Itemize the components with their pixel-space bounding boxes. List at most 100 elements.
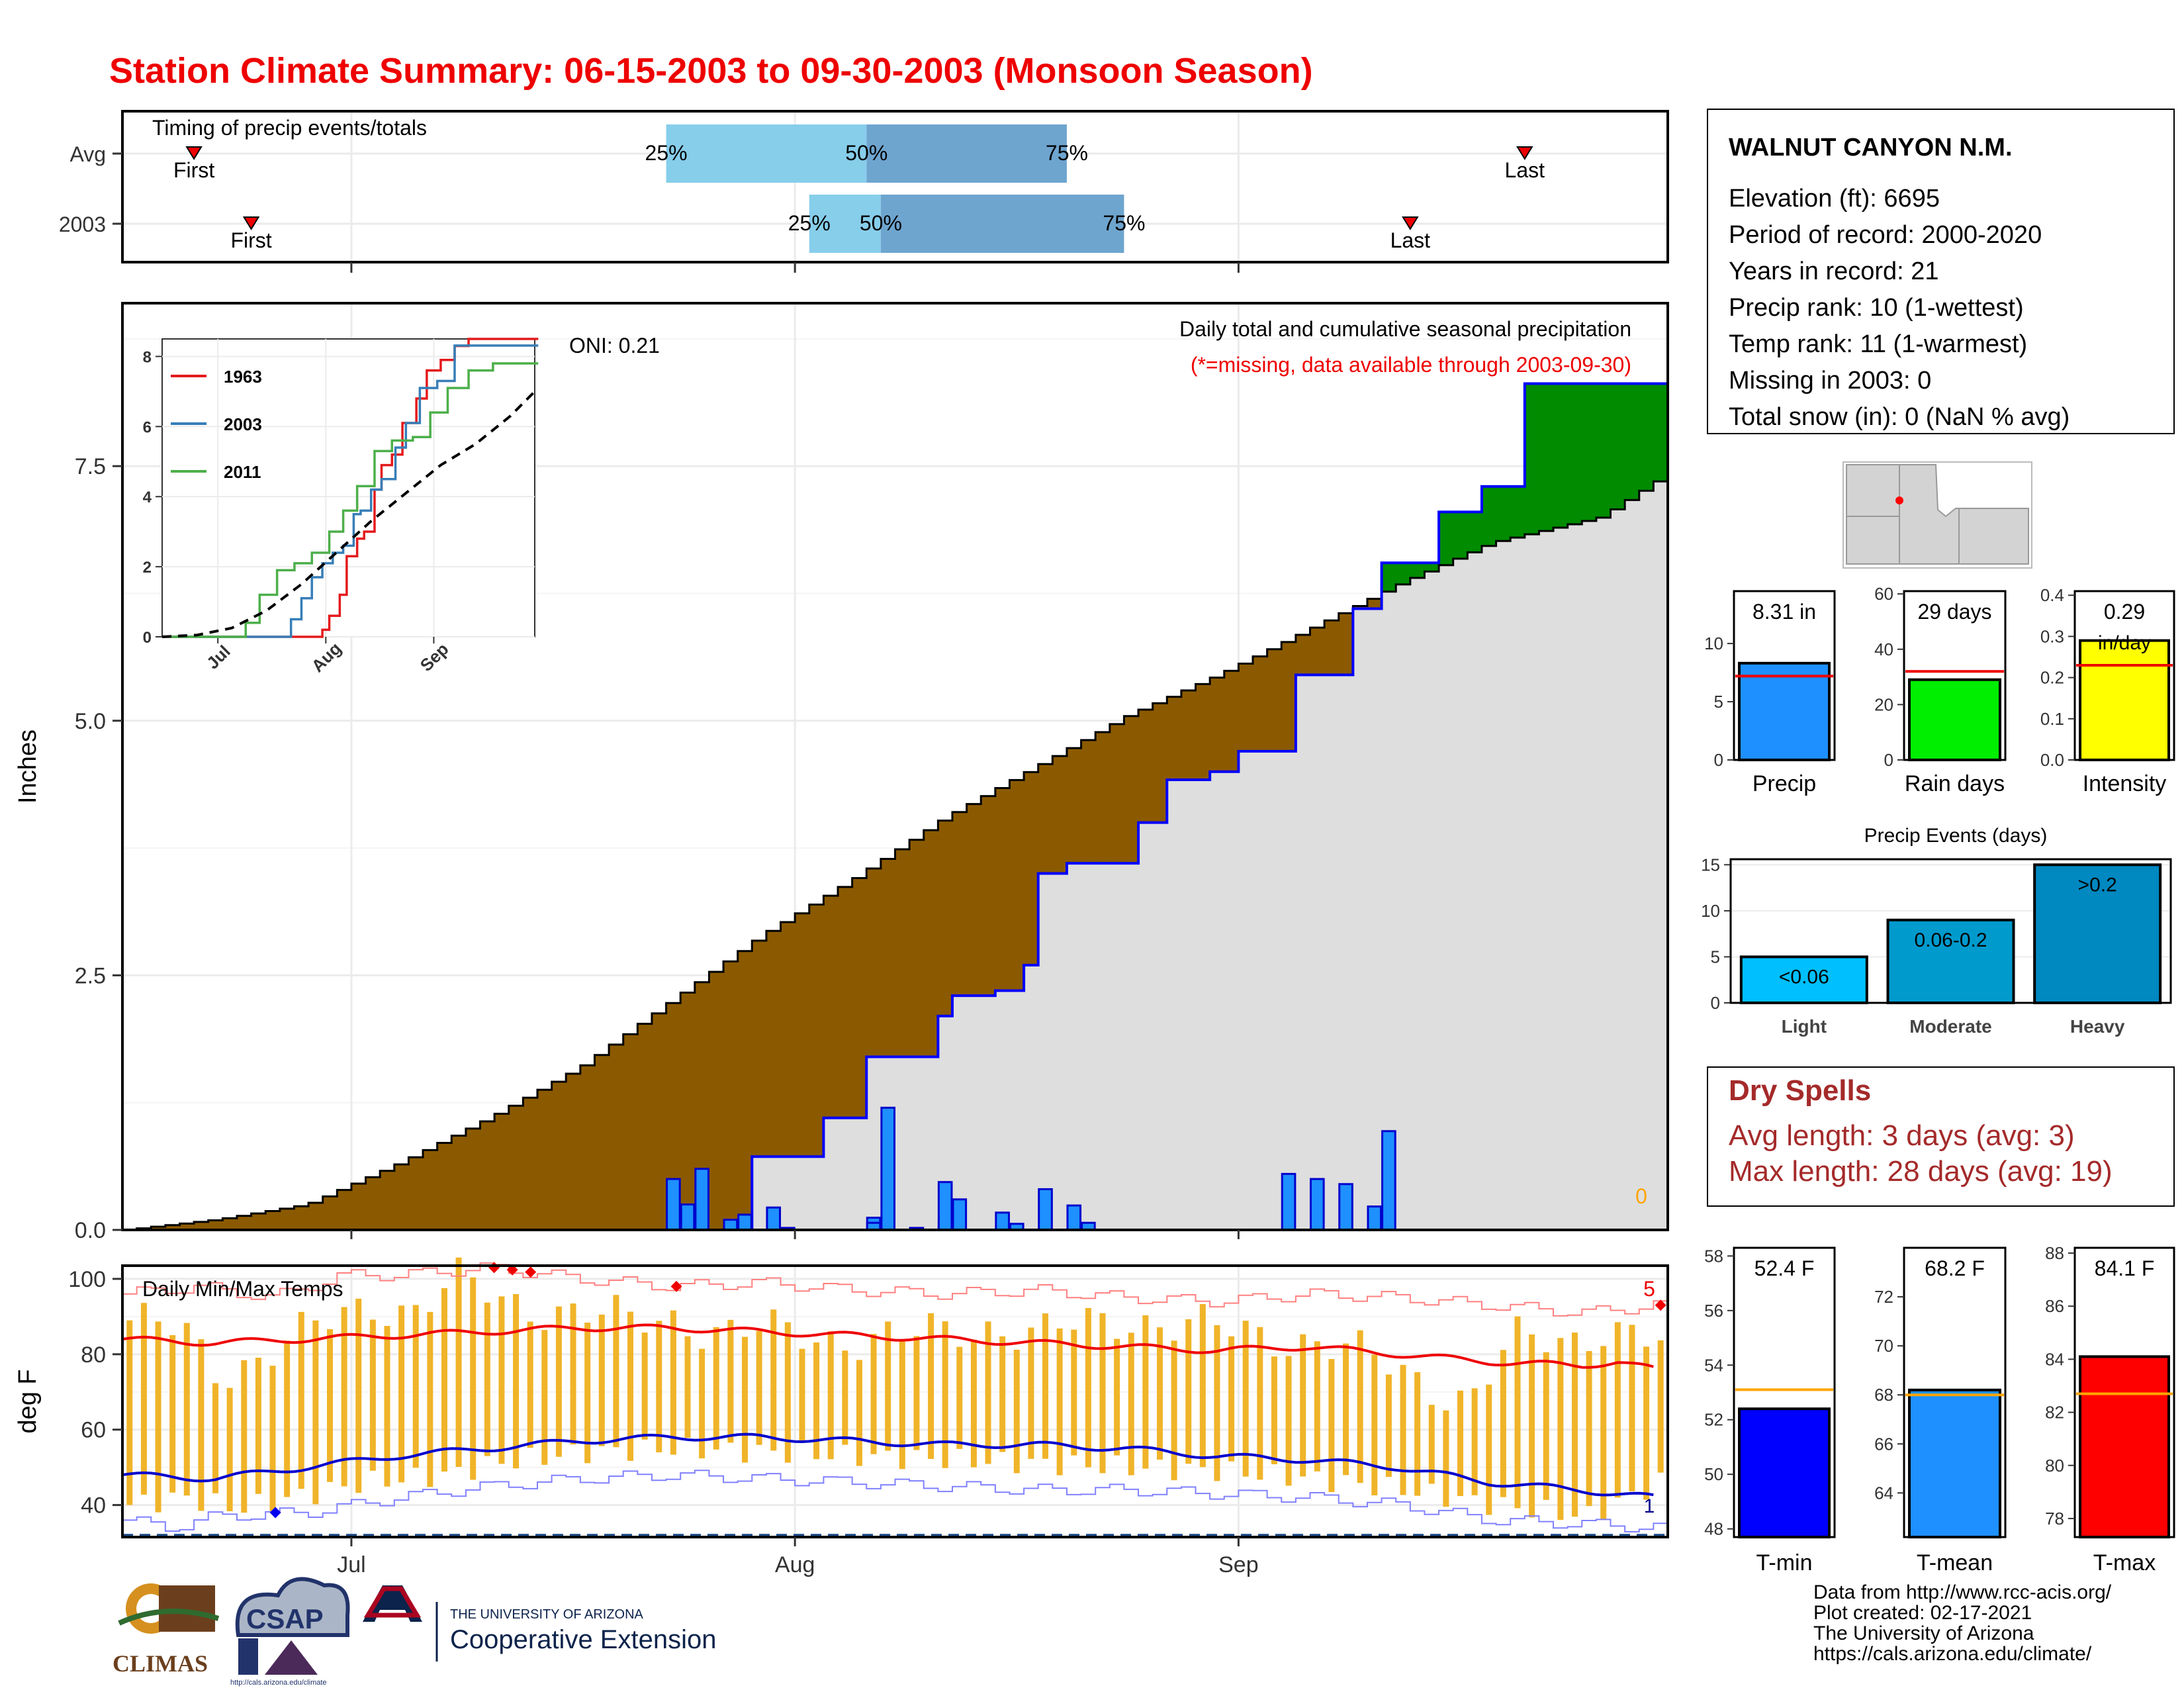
deficit-segment (594, 1055, 610, 1230)
surplus-segment (1539, 383, 1554, 532)
deficit-segment (294, 1206, 309, 1230)
daily-precip-bar (666, 1178, 681, 1231)
deficit-segment (1210, 677, 1225, 772)
deficit-segment (966, 804, 981, 996)
deficit-segment (1081, 740, 1096, 864)
legend-entry: 2011 (224, 462, 261, 482)
deficit-segment (795, 913, 810, 1157)
station-info-line: Total snow (in): 0 (NaN % avg) (1729, 403, 2070, 431)
deficit-segment (680, 992, 696, 1230)
deficit-segment (1152, 703, 1167, 823)
station-info-line: Elevation (ft): 6695 (1729, 185, 1940, 212)
summary-bar-tick-label: 48 (1704, 1519, 1723, 1539)
deficit-segment (1181, 690, 1197, 780)
events-category-label: Heavy (2070, 1016, 2125, 1037)
y-tick-label: 100 (68, 1267, 106, 1292)
summary-bar-tick-label: 68 (1874, 1385, 1893, 1405)
event-marker-label: Last (1505, 158, 1545, 182)
surplus-segment (1453, 512, 1468, 559)
summary-bar-tick-label: 10 (1704, 633, 1723, 653)
event-marker (185, 146, 203, 160)
deficit-segment (995, 788, 1011, 991)
deficit-segment (494, 1113, 510, 1230)
station-name: WALNUT CANYON N.M. (1729, 134, 2013, 162)
station-info-line: Missing in 2003: 0 (1729, 367, 1931, 395)
summary-bar-tick-label: 0 (1714, 750, 1723, 770)
deficit-segment (551, 1082, 567, 1230)
summary-bar-value: in/day (2098, 632, 2151, 654)
y-tick-label: 7.5 (75, 454, 106, 479)
deficit-segment (465, 1128, 481, 1230)
deficit-segment (1238, 663, 1253, 751)
summary-bar-value: 8.31 in (1752, 600, 1816, 624)
inset-y-tick-label: 8 (143, 348, 152, 366)
event-marker (242, 216, 260, 230)
surplus-segment (1610, 383, 1625, 510)
precip-panel: 0.0 2.5 5.0 7.5 Inches ONI: 0.21 Daily tota… (14, 302, 1669, 1243)
credit-line: https://cals.arizona.edu/climate/ (1813, 1643, 2092, 1665)
summary-bar-tick-label: 20 (1874, 694, 1893, 714)
summary-bar-value: 0.29 (2104, 600, 2145, 624)
summary-bar-label: Intensity (2083, 771, 2167, 796)
inset-avg-line (161, 391, 536, 638)
summary-bar-tick-label: 60 (1874, 584, 1893, 604)
quantile-label: 50% (845, 141, 887, 165)
deficit-segment (651, 1013, 667, 1230)
surplus-segment (1653, 383, 1668, 482)
climas-text: CLIMAS (113, 1650, 208, 1677)
deficit-segment (766, 931, 782, 1157)
deficit-segment (165, 1225, 181, 1230)
surplus-segment (1524, 383, 1540, 535)
temp-panel: 40 60 80 100 deg F Daily Min/Max Temps 5 1 (14, 1257, 1669, 1546)
station-info-line: Precip rank: 10 (1-wettest) (1729, 294, 2024, 322)
y-tick-label: 0.0 (75, 1218, 106, 1243)
quantile-label: 75% (1103, 211, 1145, 235)
missing-count: 0 (1635, 1184, 1647, 1208)
legend-entry: 2003 (224, 414, 262, 434)
events-title: Precip Events (days) (1864, 825, 2048, 847)
daily-precip-bar (680, 1203, 696, 1231)
precip-note: (*=missing, data available through 2003-… (1191, 353, 1631, 377)
deficit-segment (1167, 696, 1182, 780)
summary-bar-tick-label: 0.3 (2040, 626, 2064, 646)
summary-bar-chart: 0 20 40 60 29 days Rain days (1874, 584, 2007, 796)
deficit-segment (1253, 656, 1268, 751)
daily-precip-bar (1381, 1130, 1396, 1231)
deficit-segment (1295, 634, 1311, 675)
daily-precip-bar (1038, 1188, 1053, 1231)
oni-label: ONI: 0.21 (569, 334, 660, 357)
ua-logo: THE UNIVERSITY OF ARIZONA Cooperative Ex… (363, 1585, 716, 1662)
credit-line: Data from http://www.rcc-acis.org/ (1813, 1581, 2112, 1603)
daily-precip-bar (737, 1213, 752, 1231)
events-bar (1739, 955, 1868, 1005)
deficit-segment (1310, 628, 1325, 675)
precip-ylabel: Inches (14, 729, 42, 804)
quantile-label: 25% (788, 211, 831, 235)
deficit-segment (838, 886, 853, 1118)
y-tick-label: 2.5 (75, 963, 106, 988)
summary-bar-chart: 78 80 82 84 86 88 84.1 F T-max (2045, 1243, 2175, 1575)
deficit-segment (1267, 649, 1282, 751)
deficit-segment (609, 1045, 624, 1230)
precip-subtitle: Daily total and cumulative seasonal prec… (1179, 317, 1631, 341)
timing-bar-q50-q75 (880, 195, 1124, 253)
summary-bar-tick-label: 64 (1874, 1483, 1893, 1503)
legend-entry: 1963 (224, 367, 262, 387)
summary-bar-tick-label: 5 (1714, 692, 1723, 712)
summary-bar-tick-label: 0.2 (2040, 668, 2064, 688)
time-tick-label: Sep (1218, 1552, 1259, 1577)
deficit-segment (809, 904, 824, 1157)
surplus-segment (1510, 486, 1525, 538)
summary-bar-tick-label: 82 (2045, 1403, 2064, 1423)
deficit-segment (251, 1213, 266, 1230)
deficit-segment (279, 1208, 295, 1230)
record-low-line (122, 1470, 1668, 1532)
csap-logo: CSAP http://cals.arizona.edu/climate (230, 1577, 350, 1687)
deficit-segment (938, 820, 953, 1016)
summary-bar-tick-label: 0.0 (2040, 750, 2064, 770)
timing-bar-q25-q50 (666, 124, 867, 183)
quantile-label: 75% (1046, 141, 1088, 165)
events-tick-label: 0 (1711, 993, 1720, 1013)
deficit-segment (380, 1170, 395, 1230)
